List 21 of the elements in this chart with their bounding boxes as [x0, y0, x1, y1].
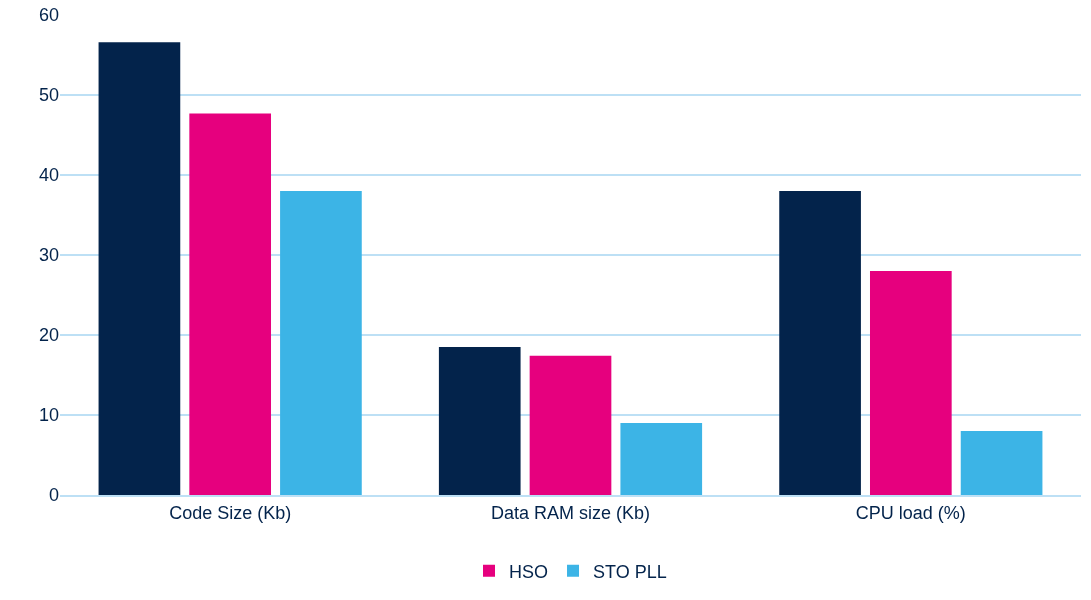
bar — [960, 431, 1043, 495]
bar — [529, 355, 612, 495]
x-tick-label: Data RAM size (Kb) — [490, 502, 651, 523]
y-tick-label: 30 — [38, 245, 59, 266]
y-tick-label: 60 — [38, 5, 59, 26]
y-tick-label: 20 — [38, 325, 59, 346]
legend-label: HSO — [509, 561, 549, 582]
bar — [280, 191, 362, 495]
legend-label: STO PLL — [593, 561, 667, 582]
y-tick-label: 40 — [38, 165, 59, 186]
bar — [869, 271, 952, 495]
bar — [189, 113, 272, 495]
x-tick-label: CPU load (%) — [855, 502, 966, 523]
bar — [98, 42, 181, 495]
bar — [438, 347, 521, 495]
x-tick-label: Code Size (Kb) — [169, 502, 292, 523]
y-tick-label: 50 — [38, 85, 59, 106]
bar — [779, 191, 861, 495]
y-tick-label: 10 — [38, 405, 59, 426]
y-tick-label: 0 — [48, 485, 59, 506]
bar — [620, 423, 703, 495]
